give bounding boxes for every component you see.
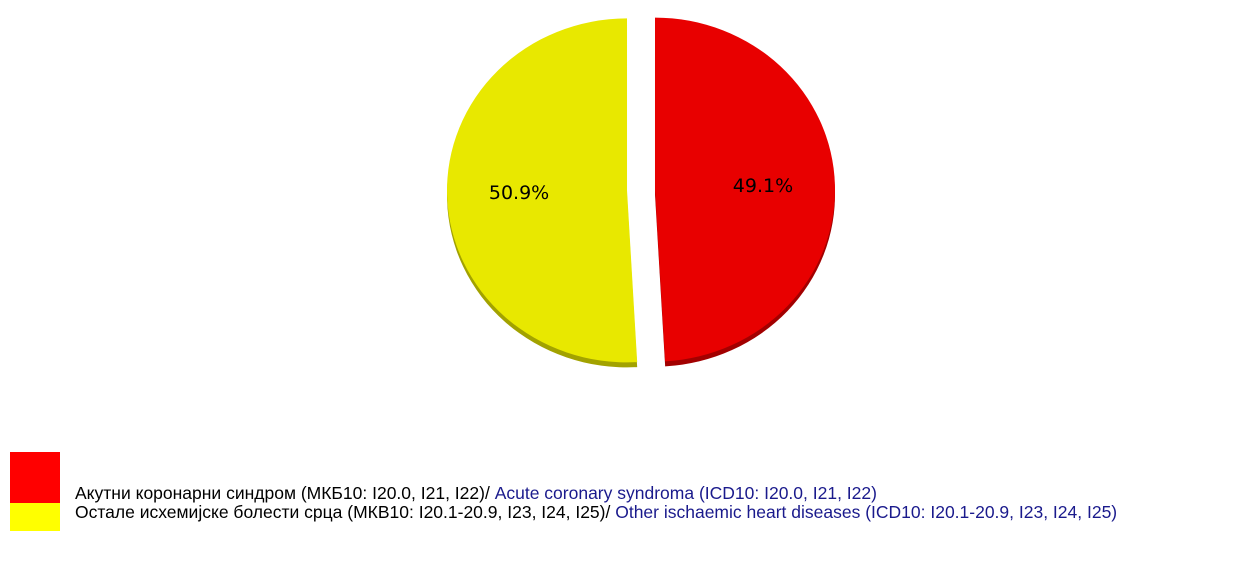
slice xyxy=(654,17,835,362)
legend-swatch xyxy=(10,503,60,531)
legend: Акутни коронарни синдром (МКБ10: I20.0, … xyxy=(10,452,1242,531)
legend-label: Акутни коронарни синдром (МКБ10: I20.0, … xyxy=(75,483,495,503)
legend-label: Остале исхемијске болести срца (МКВ10: I… xyxy=(75,502,616,522)
legend-translation: Other ischaemic heart diseases (ICD10: I… xyxy=(615,502,1118,522)
legend-entry: Остале исхемијске болести срца (МКВ10: I… xyxy=(10,503,1242,531)
legend-swatch xyxy=(10,452,60,503)
legend-entry: Акутни коронарни синдром (МКБ10: I20.0, … xyxy=(10,452,1242,503)
chart: 49.1% 50.9% xyxy=(447,17,835,368)
value-label: 50.9% xyxy=(489,182,549,204)
value-label: 49.1% xyxy=(733,175,793,197)
slice xyxy=(447,18,638,363)
legend-translation: Acute coronary syndroma (ICD10: I20.0, I… xyxy=(494,483,877,503)
